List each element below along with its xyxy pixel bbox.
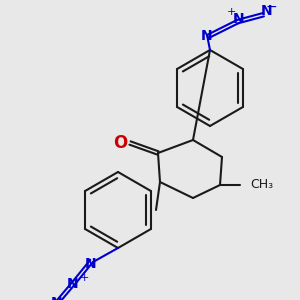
Text: O: O: [113, 134, 127, 152]
Text: N: N: [261, 4, 273, 18]
Text: N: N: [201, 29, 213, 43]
Text: N: N: [51, 296, 63, 300]
Text: N: N: [67, 277, 79, 291]
Text: N: N: [85, 257, 97, 271]
Text: CH₃: CH₃: [250, 178, 273, 191]
Text: N: N: [233, 12, 245, 26]
Text: +: +: [226, 7, 236, 17]
Text: +: +: [79, 273, 89, 283]
Text: −: −: [265, 0, 277, 14]
